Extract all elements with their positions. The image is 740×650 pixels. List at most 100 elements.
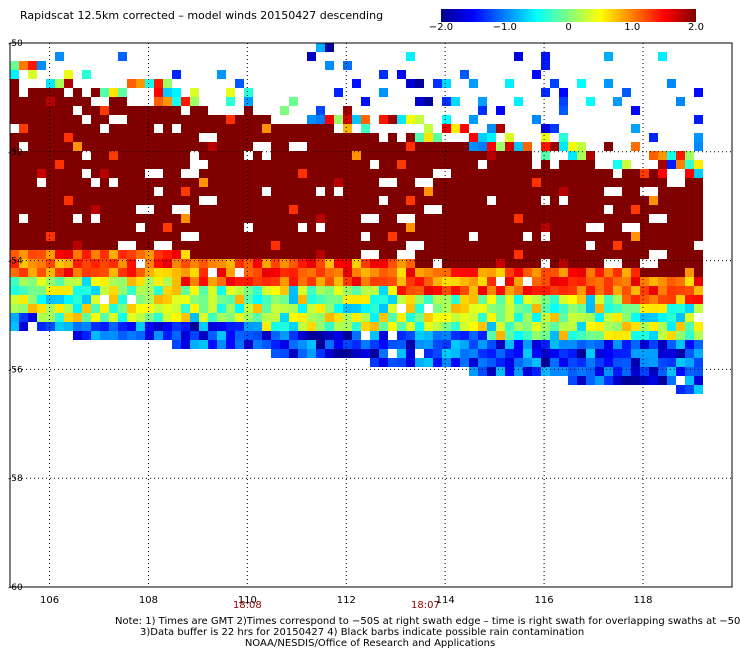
swath-cell [523, 196, 532, 205]
swath-cell [640, 349, 649, 358]
swath-cell [676, 268, 685, 277]
swath-cell [613, 97, 622, 106]
swath-cell [37, 232, 46, 241]
swath-cell [127, 205, 136, 214]
swath-cell [577, 241, 586, 250]
swath-cell [406, 178, 415, 187]
swath-cell [586, 97, 595, 106]
swath-cell [631, 367, 640, 376]
swath-cell [442, 178, 451, 187]
swath-cell [217, 151, 226, 160]
swath-cell [685, 151, 694, 160]
swath-cell [469, 304, 478, 313]
swath-cell [613, 160, 622, 169]
swath-cell [397, 349, 406, 358]
swath-cell [433, 196, 442, 205]
swath-cell [307, 313, 316, 322]
swath-cell [604, 250, 613, 259]
swath-cell [370, 268, 379, 277]
swath-cell [199, 286, 208, 295]
swath-cell [406, 115, 415, 124]
swath-cell [667, 304, 676, 313]
swath-cell [406, 169, 415, 178]
swath-cell [181, 187, 190, 196]
swath-cell [640, 376, 649, 385]
swath-cell [478, 349, 487, 358]
swath-cell [172, 223, 181, 232]
swath-cell [55, 115, 64, 124]
swath-cell [397, 151, 406, 160]
swath-cell [532, 223, 541, 232]
swath-cell [64, 133, 73, 142]
swath-cell [118, 142, 127, 151]
swath-cell [532, 358, 541, 367]
swath-cell [622, 178, 631, 187]
swath-cell [298, 349, 307, 358]
swath-cell [217, 196, 226, 205]
swath-cell [370, 223, 379, 232]
swath-cell [262, 169, 271, 178]
swath-cell [37, 250, 46, 259]
swath-cell [541, 142, 550, 151]
swath-cell [631, 124, 640, 133]
swath-cell [163, 88, 172, 97]
swath-cell [505, 187, 514, 196]
swath-cell [280, 187, 289, 196]
swath-cell [352, 214, 361, 223]
swath-cell [325, 115, 334, 124]
swath-cell [406, 259, 415, 268]
swath-cell [199, 223, 208, 232]
swath-cell [469, 358, 478, 367]
swath-cell [289, 169, 298, 178]
swath-cell [226, 178, 235, 187]
swath-cell [100, 223, 109, 232]
swath-cell [370, 304, 379, 313]
swath-cell [307, 349, 316, 358]
swath-cell [568, 223, 577, 232]
swath-cell [604, 286, 613, 295]
swath-cell [190, 106, 199, 115]
swath-cell [586, 304, 595, 313]
swath-cell [118, 133, 127, 142]
swath-cell [316, 322, 325, 331]
swath-cell [280, 286, 289, 295]
swath-cell [397, 115, 406, 124]
swath-cell [649, 331, 658, 340]
swath-cell [595, 304, 604, 313]
swath-cell [451, 142, 460, 151]
swath-cell [271, 304, 280, 313]
swath-cell [604, 178, 613, 187]
swath-cell [424, 286, 433, 295]
swath-cell [415, 214, 424, 223]
swath-cell [613, 295, 622, 304]
swath-cell [127, 331, 136, 340]
swath-cell [73, 133, 82, 142]
swath-cell [181, 124, 190, 133]
swath-cell [172, 232, 181, 241]
swath-cell [370, 241, 379, 250]
swath-cell [109, 106, 118, 115]
swath-cell [388, 223, 397, 232]
swath-cell [208, 322, 217, 331]
swath-cell [334, 340, 343, 349]
swath-cell [640, 295, 649, 304]
swath-cell [244, 313, 253, 322]
swath-cell [154, 277, 163, 286]
swath-cell [136, 79, 145, 88]
swath-cell [478, 304, 487, 313]
swath-cell [307, 52, 316, 61]
swath-cell [532, 286, 541, 295]
swath-cell [397, 277, 406, 286]
swath-cell [415, 205, 424, 214]
swath-cell [235, 133, 244, 142]
swath-cell [541, 358, 550, 367]
swath-cell [451, 241, 460, 250]
swath-cell [469, 349, 478, 358]
swath-cell [289, 250, 298, 259]
swath-cell [442, 313, 451, 322]
swath-cell [28, 106, 37, 115]
swath-cell [352, 187, 361, 196]
swath-cell [10, 223, 19, 232]
swath-cell [325, 160, 334, 169]
swath-cell [181, 277, 190, 286]
